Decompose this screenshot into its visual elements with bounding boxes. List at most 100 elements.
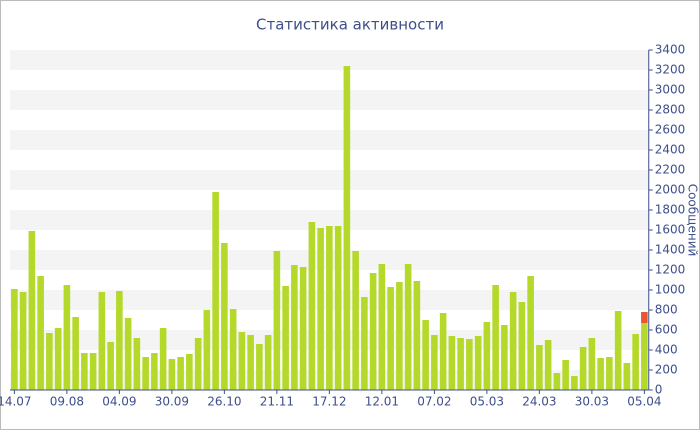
bar (369, 273, 377, 390)
y-tick-label: 2200 (655, 163, 686, 177)
bar (431, 335, 438, 390)
bar (238, 332, 246, 390)
y-tick-label: 2800 (655, 103, 686, 117)
x-tick-label: 26.10 (207, 395, 241, 409)
x-tick-label: 07.02 (417, 395, 451, 409)
bar (159, 328, 167, 390)
x-tick-label: 21.11 (260, 395, 294, 409)
grid-band (10, 130, 649, 150)
bar (501, 325, 508, 390)
grid-band (10, 210, 649, 230)
bar (457, 338, 464, 390)
bar (422, 320, 429, 390)
bar (439, 313, 447, 390)
bar (89, 353, 97, 390)
bar (606, 357, 613, 390)
bar (413, 281, 421, 390)
bar (107, 342, 114, 390)
x-tick-label: 17.12 (312, 395, 346, 409)
bar (623, 363, 631, 390)
bar (203, 310, 211, 390)
bar (168, 359, 176, 390)
bar (588, 338, 596, 390)
y-tick-label: 1400 (655, 243, 686, 257)
bar (247, 335, 254, 390)
bar (571, 376, 578, 390)
bar (378, 264, 386, 390)
bar (448, 336, 456, 390)
bar (641, 312, 648, 323)
bar (308, 222, 316, 390)
y-axis-title: Сообщений (686, 184, 700, 257)
y-tick-label: 2400 (655, 143, 686, 157)
bar (544, 340, 552, 390)
bar (326, 226, 333, 390)
y-tick-label: 200 (655, 363, 678, 377)
x-tick-label: 09.08 (50, 395, 84, 409)
bar (264, 335, 272, 390)
bar (361, 297, 368, 390)
bar (396, 282, 403, 390)
y-tick-label: 800 (655, 303, 678, 317)
bar (343, 66, 351, 390)
bar (124, 318, 132, 390)
bar (186, 354, 193, 390)
bar (317, 228, 324, 390)
bar (291, 265, 298, 390)
bar (527, 276, 534, 390)
y-tick-label: 1600 (655, 223, 686, 237)
bar (177, 357, 184, 390)
bar (133, 338, 141, 390)
x-tick-label: 05.04 (627, 395, 661, 409)
bar (81, 353, 88, 390)
bar (256, 344, 263, 390)
y-tick-label: 1800 (655, 203, 686, 217)
bar (221, 243, 228, 390)
x-tick-label: 05.03 (470, 395, 504, 409)
x-tick-label: 30.03 (575, 395, 609, 409)
y-tick-label: 600 (655, 323, 678, 337)
y-tick-label: 3200 (655, 63, 686, 77)
bar (597, 358, 604, 390)
bar (641, 323, 648, 390)
bar (212, 192, 219, 390)
bar (483, 322, 491, 390)
grid-band (10, 50, 649, 70)
y-tick-label: 1000 (655, 283, 686, 297)
bar (299, 267, 307, 390)
grid-band (10, 170, 649, 190)
x-tick-label: 14.07 (0, 395, 32, 409)
x-tick-label: 04.09 (102, 395, 136, 409)
bar (151, 353, 158, 390)
grid-band (10, 90, 649, 110)
x-tick-label: 30.09 (155, 395, 189, 409)
bar (466, 339, 473, 390)
bar (229, 309, 237, 390)
bar (352, 251, 359, 390)
bar (579, 347, 587, 390)
bar (334, 226, 342, 390)
bar (98, 292, 106, 390)
bar (116, 291, 123, 390)
bar (518, 302, 526, 390)
bar (282, 286, 289, 390)
bar (614, 311, 622, 390)
y-tick-label: 3400 (655, 43, 686, 57)
bar (72, 317, 79, 390)
bar (37, 276, 44, 390)
bar (387, 287, 394, 390)
y-tick-label: 2000 (655, 183, 686, 197)
bar (536, 345, 543, 390)
bar (194, 338, 202, 390)
bar (632, 334, 639, 390)
bar (553, 373, 561, 390)
bar (492, 285, 499, 390)
bar (11, 289, 18, 390)
y-tick-label: 400 (655, 343, 678, 357)
bar (142, 357, 149, 390)
bar (509, 292, 517, 390)
bar (63, 285, 71, 390)
y-tick-label: 1200 (655, 263, 686, 277)
bar (273, 251, 281, 390)
bar (404, 264, 412, 390)
